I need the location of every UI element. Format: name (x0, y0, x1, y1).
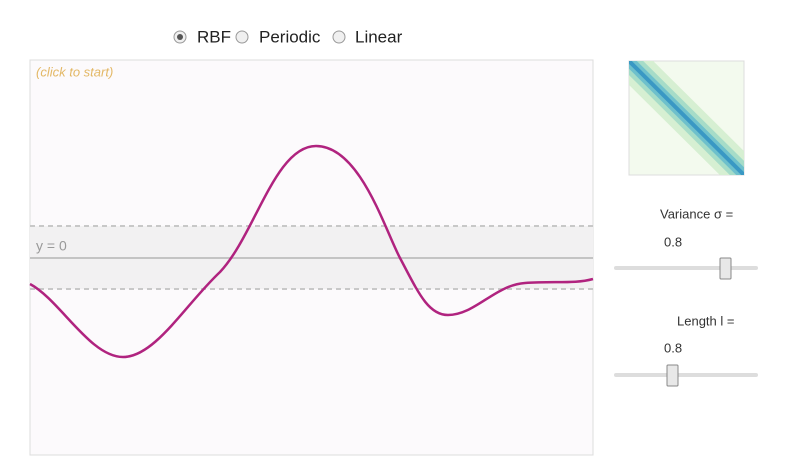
plot[interactable]: y = 0 (click to start) (29, 59, 594, 456)
radio-option[interactable]: Linear (332, 27, 403, 46)
variance-control: Variance σ = 0.8 (614, 206, 758, 280)
radio-label[interactable]: Linear (355, 27, 403, 46)
control-label: Variance σ = (660, 206, 733, 221)
heatmap-diagonal (629, 61, 744, 175)
slider-track[interactable] (614, 266, 758, 270)
radio-button[interactable] (332, 30, 346, 44)
covariance-heatmap (628, 60, 745, 176)
radio-option[interactable]: RBF (173, 27, 231, 46)
radio-label[interactable]: RBF (197, 27, 231, 46)
kernel-selector: RBF Periodic Linear (173, 27, 403, 46)
sample-curve (29, 144, 594, 359)
slider-thumb[interactable] (719, 257, 732, 280)
radio-option[interactable]: Periodic (235, 27, 321, 46)
radio-dot (177, 34, 183, 40)
zero-label: y = 0 (36, 238, 67, 254)
radio-button[interactable] (235, 30, 249, 44)
hint: (click to start) (36, 64, 113, 79)
slider-thumb[interactable] (666, 364, 679, 387)
length-control: Length l = 0.8 (614, 313, 758, 387)
slider-track[interactable] (614, 373, 758, 377)
control-value: 0.8 (664, 340, 682, 355)
control-value: 0.8 (664, 234, 682, 249)
control-label: Length l = (677, 313, 734, 328)
radio-label[interactable]: Periodic (259, 27, 321, 46)
